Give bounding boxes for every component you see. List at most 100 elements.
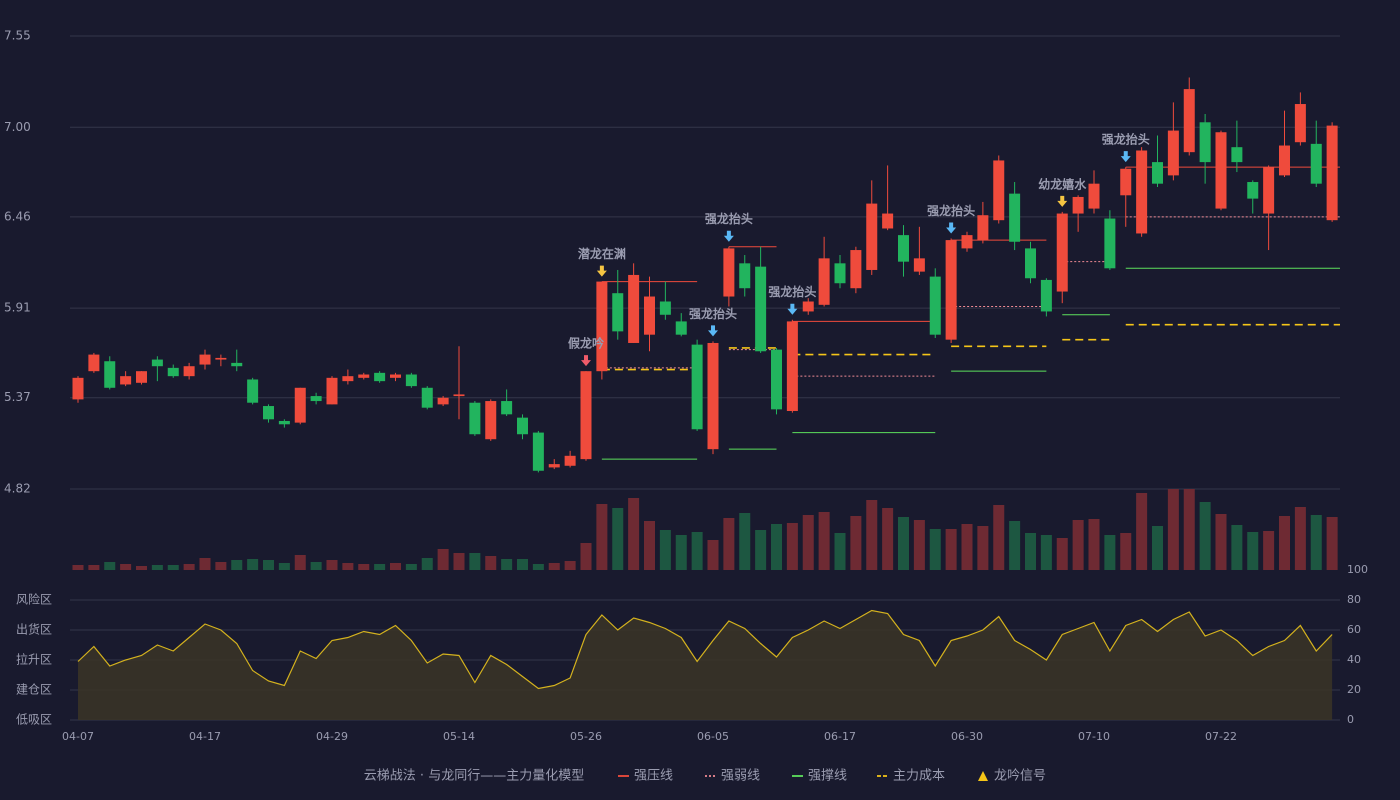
- volume-bar: [358, 564, 370, 570]
- y-tick-label: 6.46: [4, 209, 31, 223]
- candle-body: [929, 276, 941, 335]
- signal-arrow: [723, 230, 734, 242]
- volume-bar: [1120, 533, 1132, 570]
- volume-bar: [612, 508, 624, 570]
- volume-bar: [167, 565, 179, 570]
- candle-body: [294, 387, 306, 423]
- signal-arrow: [1120, 151, 1131, 163]
- y-tick-label: 4.82: [4, 482, 31, 496]
- y2-tick-label: 20: [1347, 683, 1361, 696]
- legend-label: 强压线: [634, 769, 673, 784]
- y2-tick-label: 40: [1347, 653, 1361, 666]
- candle-body: [421, 387, 433, 408]
- candle-body: [1326, 125, 1338, 221]
- candle-body: [961, 235, 973, 249]
- candle-body: [1088, 183, 1100, 209]
- candle-body: [628, 274, 640, 343]
- volume-bar: [564, 561, 576, 570]
- volume-bar: [1104, 535, 1116, 570]
- volume-bar: [548, 563, 560, 570]
- legend-marker: [978, 771, 988, 781]
- volume-bar: [1025, 533, 1036, 570]
- volume-bar: [1263, 531, 1275, 570]
- x-tick-label: 07-22: [1205, 730, 1237, 743]
- candle-body: [993, 160, 1005, 221]
- volume-bar: [120, 564, 132, 570]
- volume-bar: [898, 517, 909, 570]
- candle-body: [453, 394, 465, 397]
- candle-body: [882, 213, 894, 229]
- candle-body: [151, 359, 163, 367]
- x-tick-label: 05-26: [570, 730, 602, 743]
- x-tick-label: 06-17: [824, 730, 856, 743]
- signal-label: 强龙抬头: [689, 306, 737, 321]
- volume-bar: [263, 560, 274, 570]
- legend-label: 强撑线: [808, 769, 847, 784]
- candle-body: [1231, 147, 1243, 163]
- signal-label: 潜龙在渊: [578, 246, 626, 261]
- candle-body: [1183, 89, 1195, 153]
- volume-bar: [1040, 535, 1052, 570]
- candle-body: [72, 377, 84, 400]
- volume-bar: [628, 498, 640, 570]
- volume-bar: [866, 500, 878, 570]
- x-tick-label: 05-14: [443, 730, 475, 743]
- candle-body: [1215, 132, 1227, 209]
- volume-bar: [802, 515, 814, 570]
- candle-body: [247, 379, 259, 403]
- signal-arrow: [787, 303, 798, 315]
- volume-bar: [913, 520, 925, 570]
- x-tick-label: 06-05: [697, 730, 729, 743]
- candle-body: [898, 235, 909, 262]
- candle-body: [136, 371, 147, 383]
- volume-bar: [453, 553, 465, 570]
- legend-label: 强弱线: [721, 769, 760, 784]
- signal-arrow: [1057, 195, 1068, 207]
- candle-body: [707, 342, 719, 450]
- candle-body: [120, 376, 132, 385]
- indicator-line: [77, 609, 1333, 690]
- candle-body: [1025, 248, 1036, 279]
- candle-body: [390, 374, 401, 378]
- candle-body: [1247, 182, 1259, 199]
- y2-tick-label: 100: [1347, 563, 1368, 576]
- candle-body: [739, 263, 751, 289]
- candle-body: [548, 464, 560, 468]
- volume-bar: [342, 563, 354, 570]
- volume-bar: [739, 513, 751, 570]
- volume-bar: [437, 549, 449, 570]
- volume-bar: [136, 566, 147, 570]
- candle-body: [326, 377, 338, 405]
- candle-body: [405, 374, 417, 387]
- candle-body: [263, 406, 274, 420]
- candle-body: [469, 402, 481, 435]
- y-tick-label: 7.00: [4, 120, 31, 134]
- volume-bar: [405, 564, 417, 570]
- candle-body: [501, 401, 513, 415]
- candle-body: [1167, 130, 1179, 176]
- candle-body: [104, 361, 116, 388]
- candle-body: [659, 301, 671, 315]
- volume-bar: [1294, 507, 1306, 570]
- volume-bar: [707, 540, 719, 570]
- candle-body: [723, 248, 735, 297]
- volume-bar: [72, 565, 84, 570]
- candle-body: [802, 301, 814, 312]
- volume-bar: [755, 530, 767, 570]
- candle-body: [786, 321, 798, 412]
- volume-bar: [88, 565, 100, 570]
- volume-bar: [1183, 489, 1195, 570]
- candle-body: [771, 349, 782, 410]
- candle-body: [945, 240, 957, 340]
- signal-arrow: [596, 265, 607, 277]
- volume-bar: [151, 565, 163, 570]
- volume-bar: [596, 504, 608, 570]
- signal-arrow: [708, 325, 718, 337]
- candle-body: [167, 367, 179, 377]
- signal-arrow: [581, 355, 591, 367]
- volume-bar: [961, 524, 973, 570]
- signal-label: 强龙抬头: [1102, 132, 1150, 147]
- candle-body: [358, 374, 370, 378]
- volume-bar: [1247, 532, 1259, 570]
- y2-tick-label: 80: [1347, 593, 1361, 606]
